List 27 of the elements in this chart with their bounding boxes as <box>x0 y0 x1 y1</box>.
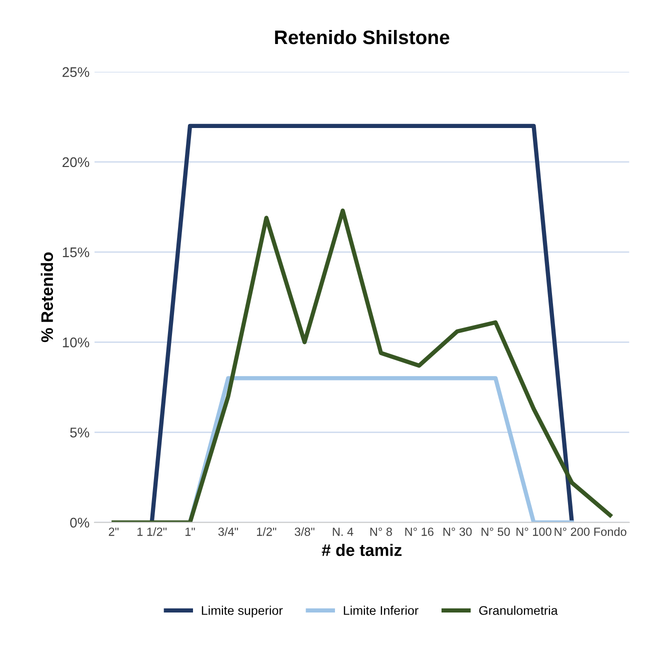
y-tick-label: 0% <box>70 518 90 528</box>
x-tick-label: 3/4" <box>218 527 238 536</box>
x-tick-label: N° 50 <box>482 528 510 536</box>
x-axis-title: # de tamiz <box>322 544 402 556</box>
y-axis-title: % Retenido <box>40 252 54 342</box>
x-tick-label: N° 8 <box>370 528 392 536</box>
x-tick-label: N. 4 <box>332 528 354 536</box>
x-tick-label: 1" <box>186 528 195 536</box>
legend-label: Granulometria <box>479 606 558 615</box>
chart-title: Retenido Shilstone <box>275 30 450 44</box>
y-tick-label: 20% <box>62 157 90 168</box>
x-tick-label: 2" <box>108 528 119 536</box>
x-tick-label: Fondo <box>594 527 626 536</box>
y-tick-label: 10% <box>62 338 90 348</box>
x-tick-label: 1/2" <box>256 527 276 536</box>
x-tick-label: N° 200 <box>554 528 590 536</box>
y-tick-label: 25% <box>62 67 90 77</box>
x-tick-label: 1 1/2" <box>138 527 167 536</box>
line-series <box>112 208 612 522</box>
x-tick-label: N° 100 <box>516 528 552 536</box>
x-tick-label: 3/8" <box>294 527 314 536</box>
y-tick-label: 15% <box>62 247 90 258</box>
x-tick-label: N° 16 <box>405 528 434 536</box>
legend-label: Limite Inferior <box>344 606 418 615</box>
y-tick-label: 5% <box>70 428 90 438</box>
x-tick-label: N° 30 <box>443 528 472 536</box>
legend-label: Limite superior <box>202 606 283 618</box>
